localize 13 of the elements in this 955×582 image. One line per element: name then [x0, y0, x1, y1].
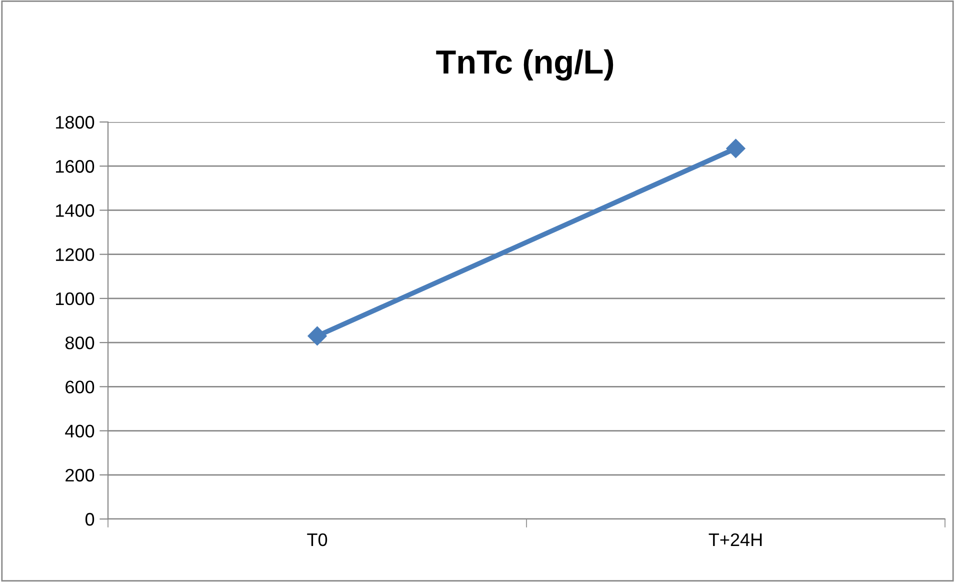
y-tick-label: 400 — [65, 424, 94, 438]
y-tick-label: 0 — [85, 512, 94, 526]
x-tick-label: T0 — [307, 533, 328, 546]
y-tick-label: 600 — [66, 380, 94, 394]
x-tick-label: T+24H — [708, 533, 762, 546]
y-tick-label: 800 — [65, 336, 94, 350]
y-tick-label: 1400 — [56, 204, 94, 217]
y-tick-label: 1200 — [56, 248, 94, 262]
y-tick-label: 1000 — [56, 292, 94, 306]
y-tick-label: 1800 — [56, 116, 94, 129]
chart-title: TnTc (ng/L) — [436, 49, 614, 81]
y-tick-label: 200 — [66, 468, 94, 482]
y-tick-label: 1600 — [56, 160, 94, 173]
